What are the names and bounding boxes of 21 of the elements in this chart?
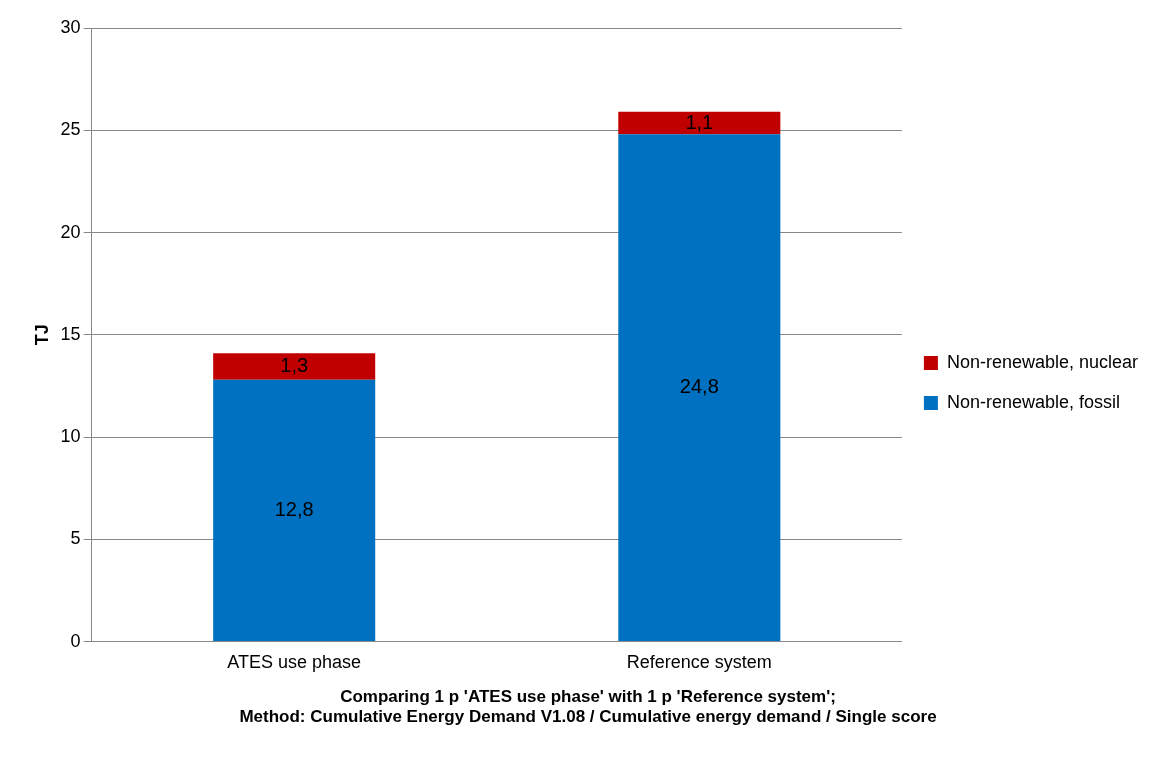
- y-tick-label: 0: [70, 630, 81, 651]
- data-label: 1,1: [685, 110, 714, 133]
- legend-label: Non-renewable, nuclear: [946, 351, 1139, 372]
- y-tick-label: 20: [60, 221, 81, 242]
- y-tick-label: 10: [60, 426, 81, 447]
- legend-label: Non-renewable, fossil: [946, 391, 1120, 412]
- y-axis-title: TJ: [31, 324, 52, 346]
- bar: [618, 134, 781, 642]
- y-tick-label: 5: [70, 528, 81, 549]
- bar: [213, 379, 376, 642]
- x-tick-label: Reference system: [626, 652, 772, 673]
- y-tick-label: 25: [60, 119, 81, 140]
- data-label: 12,8: [274, 497, 314, 520]
- bar: [618, 111, 781, 135]
- text: Comparing 1 p 'ATES use phase' with 1 p 'Reference system'; Method: Cumulative Energy Demand V1.08 / Cumulative energy demand / Single score: [239, 687, 937, 727]
- y-tick-label: 30: [60, 16, 81, 37]
- data-label: 24,8: [679, 375, 719, 398]
- data-label: 1,3: [280, 354, 309, 377]
- bar: [213, 353, 376, 380]
- y-tick-label: 15: [60, 323, 81, 344]
- x-tick-label: ATES use phase: [227, 652, 362, 673]
